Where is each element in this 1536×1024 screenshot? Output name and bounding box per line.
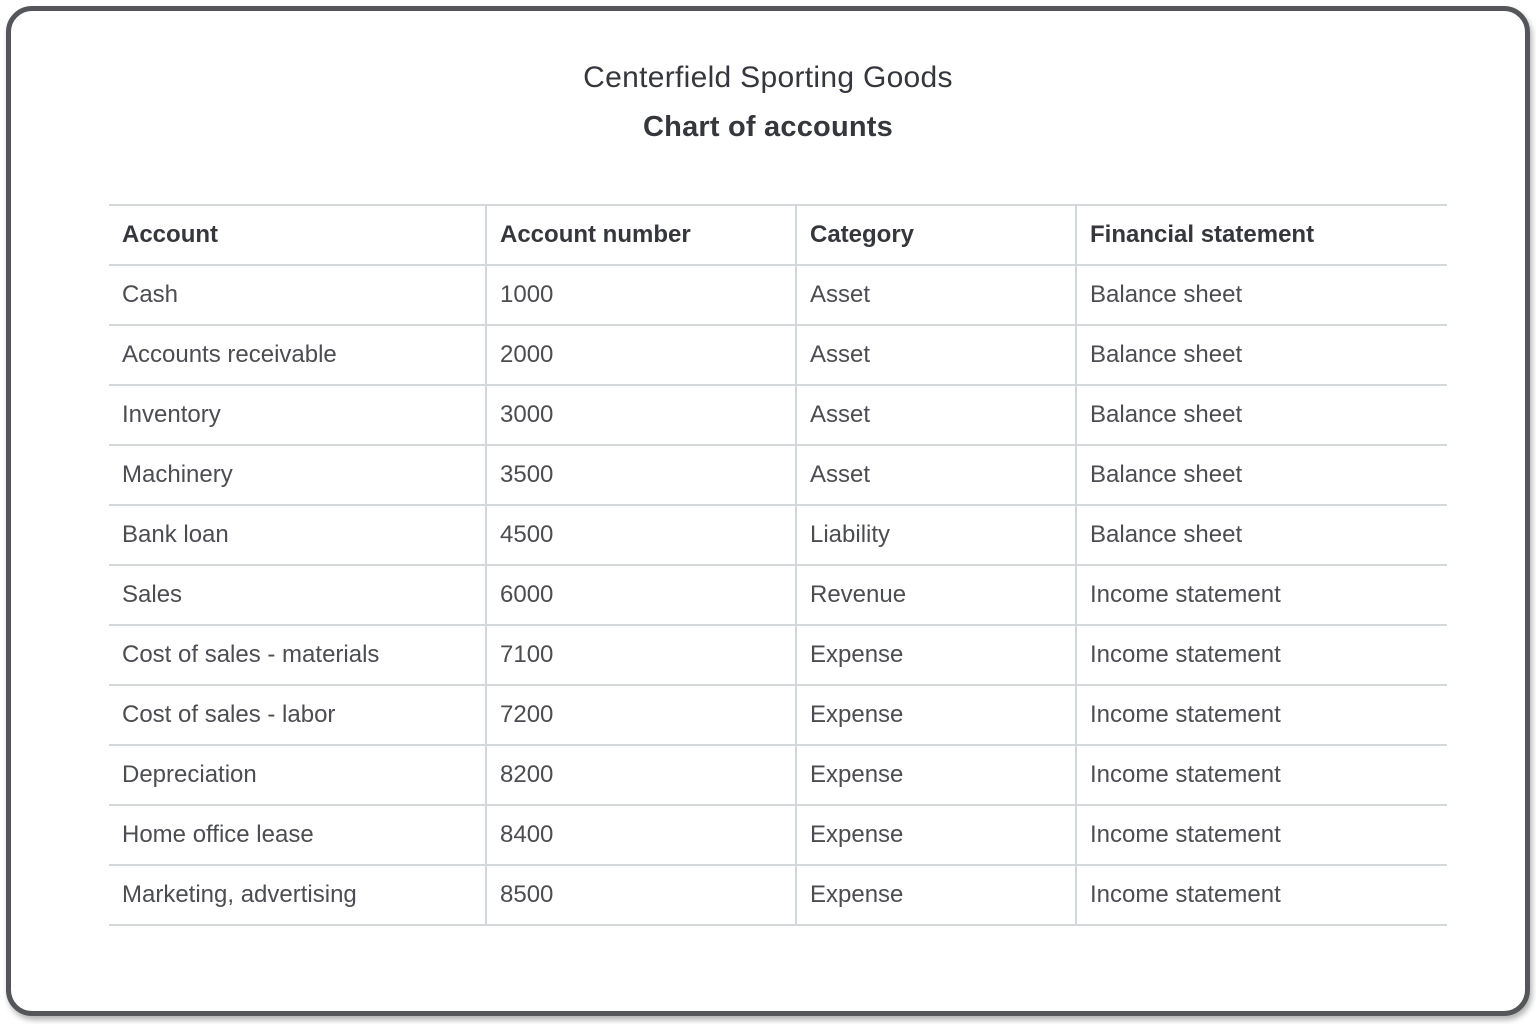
cell-account: Depreciation xyxy=(109,744,486,805)
table-row: Accounts receivable 2000 Asset Balance shee… xyxy=(109,324,1447,385)
column-header-account-number: Account number xyxy=(485,204,796,265)
cell-number: 3500 xyxy=(485,444,796,505)
cell-account: Bank loan xyxy=(109,504,486,565)
cell-number: 8200 xyxy=(485,744,796,805)
cell-account: Accounts receivable xyxy=(109,324,486,385)
cell-number: 3000 xyxy=(485,384,796,445)
table-row: Inventory 3000 Asset Balance sheet xyxy=(109,384,1447,445)
cell-category: Asset xyxy=(795,444,1076,505)
cell-number: 4500 xyxy=(485,504,796,565)
table-row: Machinery 3500 Asset Balance sheet xyxy=(109,444,1447,505)
table-row: Bank loan 4500 Liability Balance sheet xyxy=(109,504,1447,565)
cell-category: Expense xyxy=(795,804,1076,865)
table-row: Cost of sales - labor 7200 Expense Income s… xyxy=(109,684,1447,745)
cell-number: 6000 xyxy=(485,564,796,625)
cell-statement: Income statement xyxy=(1075,864,1447,926)
table-row: Sales 6000 Revenue Income statement xyxy=(109,564,1447,625)
cell-account: Marketing, advertising xyxy=(109,864,486,926)
cell-statement: Balance sheet xyxy=(1075,264,1447,325)
cell-number: 8400 xyxy=(485,804,796,865)
cell-statement: Balance sheet xyxy=(1075,384,1447,445)
cell-number: 7100 xyxy=(485,624,796,685)
table-row: Marketing, advertising 8500 Expense Income … xyxy=(109,864,1447,926)
cell-category: Liability xyxy=(795,504,1076,565)
column-header-account: Account xyxy=(109,204,486,265)
cell-statement: Income statement xyxy=(1075,804,1447,865)
cell-category: Expense xyxy=(795,864,1076,926)
cell-statement: Income statement xyxy=(1075,744,1447,805)
cell-account: Machinery xyxy=(109,444,486,505)
cell-number: 2000 xyxy=(485,324,796,385)
cell-category: Asset xyxy=(795,324,1076,385)
page-subtitle: Chart of accounts xyxy=(643,111,893,143)
document-card: Centerfield Sporting Goods Chart of acco… xyxy=(6,6,1530,1016)
cell-statement: Income statement xyxy=(1075,624,1447,685)
cell-account: Cash xyxy=(109,264,486,325)
cell-category: Expense xyxy=(795,624,1076,685)
cell-account: Cost of sales - labor xyxy=(109,684,486,745)
table-body: Cash 1000 Asset Balance sheet Accounts recei… xyxy=(109,264,1447,926)
page-title: Centerfield Sporting Goods xyxy=(583,61,953,94)
cell-account: Inventory xyxy=(109,384,486,445)
table-row: Home office lease 8400 Expense Income state… xyxy=(109,804,1447,865)
chart-of-accounts-table: Account Account number Category Financia… xyxy=(109,204,1447,926)
cell-category: Asset xyxy=(795,384,1076,445)
title-block: Centerfield Sporting Goods Chart of acco… xyxy=(11,11,1525,144)
cell-account: Cost of sales - materials xyxy=(109,624,486,685)
cell-statement: Balance sheet xyxy=(1075,324,1447,385)
cell-statement: Balance sheet xyxy=(1075,444,1447,505)
column-header-financial-statement: Financial statement xyxy=(1075,204,1447,265)
table-row: Cost of sales - materials 7100 Expense Inco… xyxy=(109,624,1447,685)
cell-statement: Income statement xyxy=(1075,684,1447,745)
cell-category: Asset xyxy=(795,264,1076,325)
cell-statement: Income statement xyxy=(1075,564,1447,625)
cell-category: Revenue xyxy=(795,564,1076,625)
cell-number: 1000 xyxy=(485,264,796,325)
cell-category: Expense xyxy=(795,684,1076,745)
cell-account: Home office lease xyxy=(109,804,486,865)
cell-number: 7200 xyxy=(485,684,796,745)
column-header-category: Category xyxy=(795,204,1076,265)
table-row: Depreciation 8200 Expense Income statement xyxy=(109,744,1447,805)
cell-number: 8500 xyxy=(485,864,796,926)
cell-category: Expense xyxy=(795,744,1076,805)
cell-account: Sales xyxy=(109,564,486,625)
table-row: Cash 1000 Asset Balance sheet xyxy=(109,264,1447,325)
cell-statement: Balance sheet xyxy=(1075,504,1447,565)
table-header-row: Account Account number Category Financia… xyxy=(109,204,1447,265)
